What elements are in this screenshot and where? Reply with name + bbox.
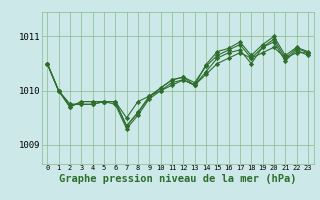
- X-axis label: Graphe pression niveau de la mer (hPa): Graphe pression niveau de la mer (hPa): [59, 173, 296, 184]
